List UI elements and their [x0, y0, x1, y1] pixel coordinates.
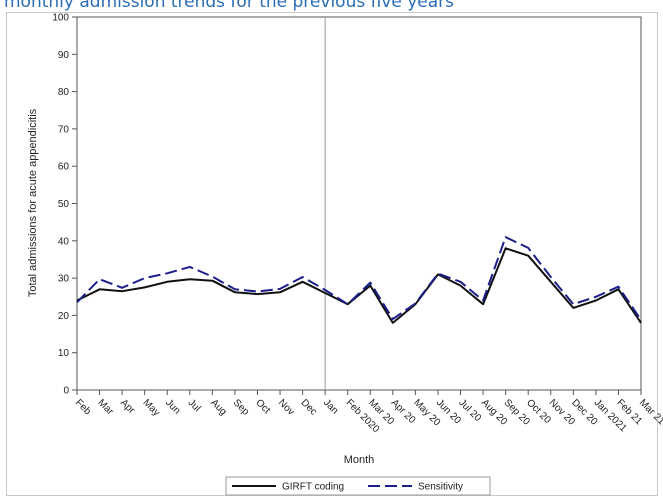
y-tick-label: 30	[58, 274, 70, 285]
x-tick-label: Mar 21	[637, 397, 663, 427]
figure-caption: monthly admission trends for the previou…	[4, 0, 455, 12]
y-tick-label: 20	[58, 311, 70, 322]
y-tick-label: 10	[58, 348, 70, 359]
series-lines	[76, 236, 642, 324]
y-tick-label: 100	[52, 13, 69, 24]
x-axis-label: Month	[344, 454, 375, 466]
y-tick-label: 0	[63, 386, 69, 397]
x-axis-ticks: Feb Mar Apr May Jun Jul Aug Sep Oct Nov Dec Jan Feb …	[73, 390, 663, 435]
x-tick-label: Oct	[253, 397, 272, 416]
x-tick-label: Mar	[95, 397, 115, 417]
y-tick-label: 70	[58, 124, 70, 135]
y-tick-label: 80	[58, 87, 70, 98]
x-tick-label: Feb	[73, 397, 93, 417]
y-axis-label: Total admissions for acute appendicitis	[27, 108, 39, 297]
x-tick-label: May	[141, 397, 162, 418]
legend-sensitivity-label: Sensitivity	[418, 482, 463, 493]
series-sensitivity-line	[76, 236, 642, 321]
y-tick-label: 90	[58, 50, 70, 61]
plot-area	[76, 16, 642, 391]
x-tick-label: Aug	[208, 397, 228, 417]
x-tick-label: Apr	[118, 397, 137, 416]
x-tick-label: Jun	[163, 397, 182, 416]
series-girft-line	[76, 247, 642, 324]
x-tick-label: Nov	[276, 397, 296, 417]
y-tick-label: 50	[58, 199, 70, 210]
plot-border	[76, 16, 642, 391]
x-tick-label: Jul	[186, 397, 203, 414]
legend: GIRFT coding Sensitivity	[225, 476, 491, 496]
y-axis-ticks: 0 10 20 30 40 50 60 70 80 90 100	[52, 13, 77, 397]
y-tick-label: 60	[58, 162, 70, 173]
y-tick-label: 40	[58, 236, 70, 247]
x-tick-label: Dec	[298, 397, 318, 417]
x-tick-label: Sep	[231, 397, 252, 418]
legend-box	[225, 476, 491, 496]
x-tick-label: Jan	[321, 397, 340, 416]
legend-girft-label: GIRFT coding	[282, 482, 344, 493]
